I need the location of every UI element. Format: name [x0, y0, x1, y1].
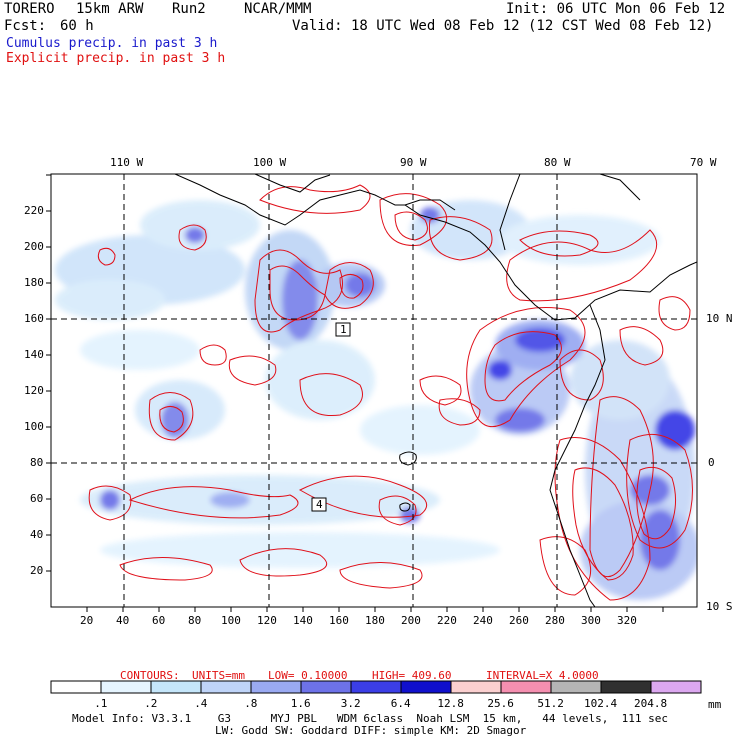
- x-tick-label: 300: [581, 614, 601, 627]
- x-tick-label: 320: [617, 614, 637, 627]
- y-tick-label: 20: [30, 564, 44, 577]
- colorbar: [50, 680, 702, 694]
- y-tick-label: 80: [30, 456, 44, 469]
- colorbar-label: 12.8: [437, 697, 464, 710]
- colorbar-swatch: [600, 680, 652, 694]
- colorbar-swatch: [450, 680, 502, 694]
- y-tick-label: 180: [24, 276, 44, 289]
- y-tick-label: 200: [24, 240, 44, 253]
- y-tick-label: 160: [24, 312, 44, 325]
- x-tick-label: 40: [116, 614, 130, 627]
- colorbar-swatch: [650, 680, 702, 694]
- contour-units: UNITS=mm: [192, 669, 245, 682]
- map-annotation-4: 4: [316, 498, 323, 511]
- lat-label: 0: [708, 456, 715, 469]
- physics-info: LW: Godd SW: Goddard DIFF: simple KM: 2D…: [215, 724, 527, 737]
- forecast-hour: 60 h: [60, 18, 94, 34]
- contour-high: HIGH= 409.60: [372, 669, 452, 682]
- colorbar-label: 51.2: [537, 697, 564, 710]
- x-tick-label: 120: [257, 614, 277, 627]
- coastline-layer: [174, 174, 697, 607]
- x-tick-label: 280: [545, 614, 565, 627]
- y-tick-label: 220: [24, 204, 44, 217]
- x-tick-label: 220: [437, 614, 457, 627]
- filled-field-title: Cumulus precip. in past 3 h: [6, 36, 218, 51]
- resolution-label: 15km ARW: [76, 1, 144, 17]
- lon-label: 80 W: [544, 156, 571, 169]
- y-tick-label: 40: [30, 528, 44, 541]
- contour-info-label: CONTOURS:: [120, 669, 180, 682]
- y-tick-label: 120: [24, 384, 44, 397]
- y-tick-label: 140: [24, 348, 44, 361]
- colorbar-label: 102.4: [584, 697, 618, 710]
- model-info: Model Info: V3.3.1 G3 MYJ PBL WDM 6class…: [72, 712, 669, 725]
- contour-interval: INTERVAL=X 4.0000: [486, 669, 599, 682]
- lat-label: 10 N: [706, 312, 733, 325]
- x-tick-label: 180: [365, 614, 385, 627]
- lon-label: 100 W: [253, 156, 287, 169]
- x-tick-label: 60: [152, 614, 166, 627]
- x-tick-label: 140: [293, 614, 313, 627]
- x-axis-ticks: [86, 607, 664, 612]
- colorbar-label: 6.4: [390, 697, 411, 710]
- colorbar-swatch: [50, 680, 102, 694]
- map-annotation-1: 1: [340, 323, 347, 336]
- colorbar-swatch: [200, 680, 252, 694]
- forecast-label: Fcst:: [4, 18, 47, 34]
- x-tick-label: 160: [329, 614, 349, 627]
- x-tick-label: 260: [509, 614, 529, 627]
- colorbar-label: 204.8: [634, 697, 668, 710]
- colorbar-swatch: [150, 680, 202, 694]
- valid-time: Valid: 18 UTC Wed 08 Feb 12 (12 CST Wed …: [292, 18, 714, 34]
- lon-label: 110 W: [110, 156, 144, 169]
- colorbar-swatch: [500, 680, 552, 694]
- colorbar-swatch: [250, 680, 302, 694]
- contour-field-title: Explicit precip. in past 3 h: [6, 51, 226, 66]
- x-tick-label: 100: [221, 614, 241, 627]
- colorbar-swatch: [100, 680, 152, 694]
- x-tick-label: 80: [188, 614, 202, 627]
- filled-precip-layer: [55, 200, 697, 600]
- colorbar-label: 1.6: [290, 697, 311, 710]
- x-tick-label: 240: [473, 614, 493, 627]
- contour-low: LOW= 0.10000: [268, 669, 348, 682]
- colorbar-swatch: [550, 680, 602, 694]
- colorbar-label: 25.6: [487, 697, 514, 710]
- colorbar-label: .8: [244, 697, 258, 710]
- lat-label: 10 S: [706, 600, 733, 613]
- colorbar-label: .4: [194, 697, 208, 710]
- colorbar-swatch: [300, 680, 352, 694]
- latlon-grid: [51, 174, 697, 607]
- init-time: Init: 06 UTC Mon 06 Feb 12: [506, 1, 726, 17]
- lon-label: 90 W: [400, 156, 427, 169]
- colorbar-swatch: [350, 680, 402, 694]
- colorbar-swatch: [400, 680, 452, 694]
- colorbar-label: .1: [94, 697, 108, 710]
- model-name: TORERO: [4, 1, 55, 17]
- center-label: NCAR/MMM: [244, 1, 312, 17]
- contour-layer: [88, 184, 693, 601]
- colorbar-label: .2: [144, 697, 158, 710]
- y-axis-ticks: [46, 174, 51, 572]
- colorbar-label: 3.2: [340, 697, 361, 710]
- colorbar-unit: mm: [708, 698, 722, 711]
- y-tick-label: 60: [30, 492, 44, 505]
- y-tick-label: 100: [24, 420, 44, 433]
- x-tick-label: 200: [401, 614, 421, 627]
- lon-label: 70 W: [690, 156, 717, 169]
- x-tick-label: 20: [80, 614, 94, 627]
- run-label: Run2: [172, 1, 206, 17]
